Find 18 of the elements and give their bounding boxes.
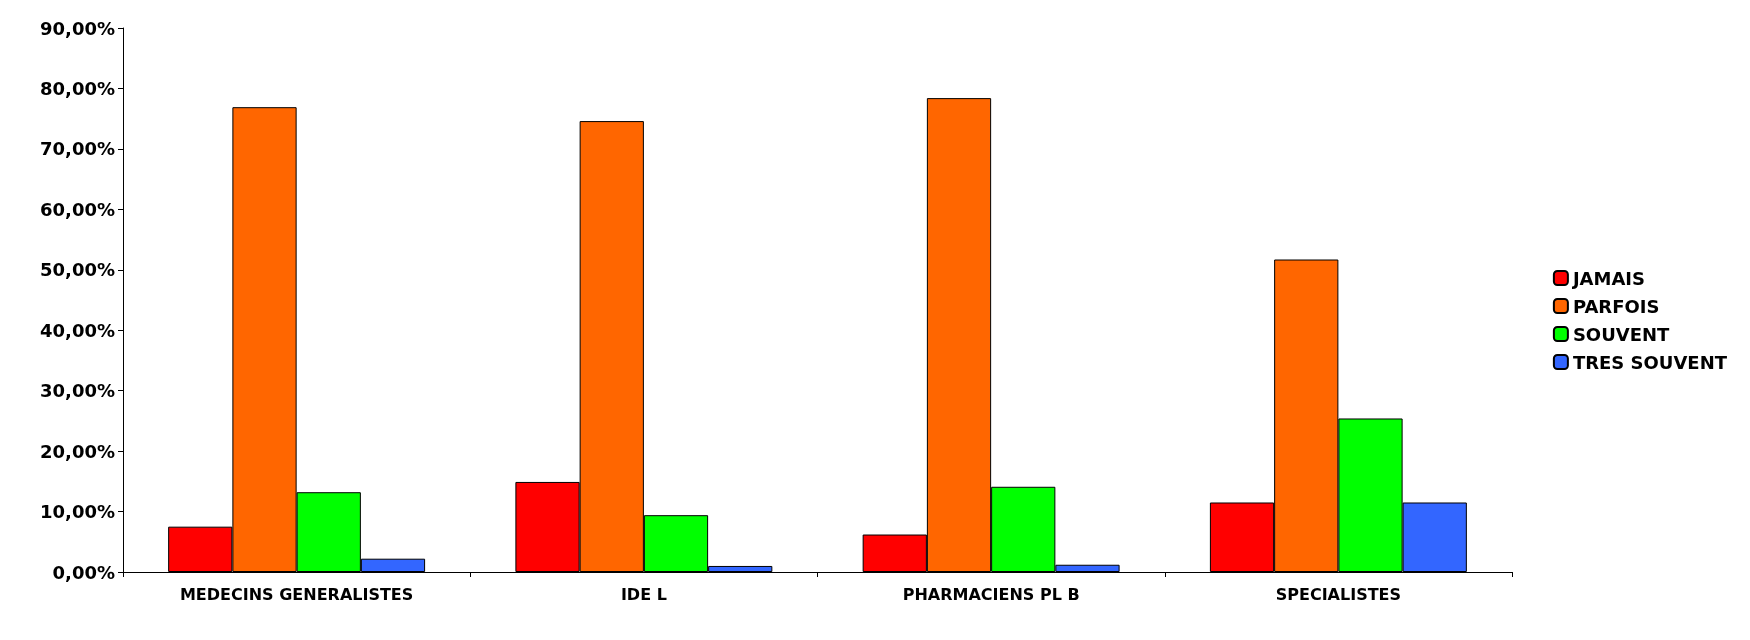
y-tick-label: 10,00% (40, 501, 115, 523)
legend-label: SOUVENT (1572, 323, 1671, 345)
x-tick-label: PHARMACIENS PL B (902, 584, 1080, 604)
legend-label: PARFOIS (1572, 295, 1660, 317)
y-tick-label: 50,00% (40, 259, 115, 281)
y-tick-label: 80,00% (40, 77, 115, 99)
y-tick-label: 40,00% (40, 319, 115, 341)
y-tick-label: 70,00% (40, 138, 115, 160)
legend-label: TRES SOUVENT (1572, 351, 1728, 373)
x-tick-label: IDE L (620, 584, 667, 604)
x-tick-label: SPECIALISTES (1275, 584, 1402, 604)
y-tick-label: 20,00% (40, 440, 115, 462)
y-tick-label: 60,00% (40, 198, 115, 220)
y-tick-label: 0,00% (52, 561, 115, 583)
legend-label: JAMAIS (1570, 267, 1646, 289)
y-tick-label: 90,00% (40, 17, 115, 39)
y-tick-label: 30,00% (40, 380, 115, 402)
x-tick-label: MEDECINS GENERALISTES (179, 584, 414, 604)
